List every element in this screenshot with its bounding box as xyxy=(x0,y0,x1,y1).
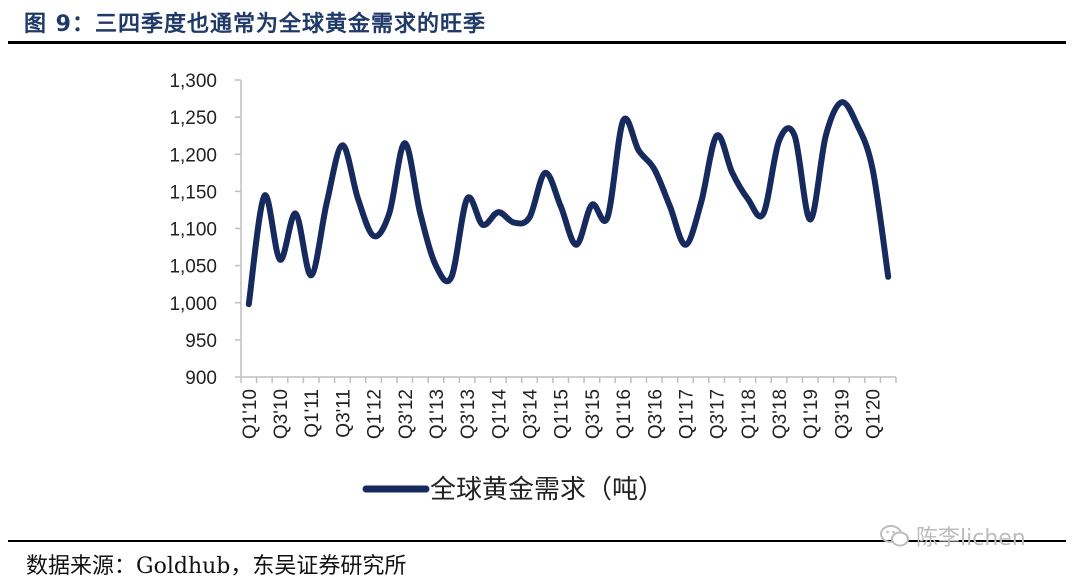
series-line-gold-demand xyxy=(245,99,892,308)
watermark-text: 陈李lichen xyxy=(916,526,1026,551)
y-tick-label: 1,100 xyxy=(169,220,217,241)
y-tick-label: 1,050 xyxy=(169,257,217,278)
legend-label: 全球黄金需求（吨） xyxy=(430,475,664,505)
series-lines xyxy=(245,99,892,308)
x-tick-label: Q3'15 xyxy=(583,389,604,439)
x-tick-label: Q1'14 xyxy=(489,389,510,440)
x-tick-label: Q3'14 xyxy=(521,389,542,440)
x-tick-label: Q1'11 xyxy=(302,389,323,438)
x-tick-label: Q1'10 xyxy=(240,389,261,439)
x-tick-label: Q3'12 xyxy=(396,389,417,439)
chart: 900 950 1,000 1,050 1,100 1,150 1,200 1,250 1,30… xyxy=(169,71,897,505)
x-tick-label: Q3'18 xyxy=(770,389,791,439)
title-rule xyxy=(8,41,1066,44)
x-tick-label: Q1'19 xyxy=(801,389,822,439)
watermark: 陈李lichen xyxy=(880,520,1026,552)
x-tick-label: Q3'19 xyxy=(832,389,853,439)
x-tick-label: Q1'16 xyxy=(614,389,635,439)
wechat-icon xyxy=(880,525,909,547)
x-tick-label: Q1'20 xyxy=(864,389,885,439)
x-tick-label: Q3'11 xyxy=(333,389,354,438)
chart-axes xyxy=(235,79,897,383)
source-rule xyxy=(8,540,1066,542)
y-tick-label: 1,250 xyxy=(169,108,217,129)
x-tick-label: Q1'15 xyxy=(552,389,573,439)
y-tick-label: 900 xyxy=(185,368,217,389)
y-tick-label: 1,200 xyxy=(169,145,217,166)
x-tick-label: Q3'17 xyxy=(708,389,729,439)
x-tick-label: Q3'10 xyxy=(271,389,292,439)
y-tick-label: 1,000 xyxy=(169,294,217,315)
x-tick-label: Q1'13 xyxy=(427,389,448,439)
y-tick-label: 1,150 xyxy=(169,182,217,203)
source-note: 数据来源：Goldhub，东吴证券研究所 xyxy=(26,554,407,579)
y-tick-labels: 900 950 1,000 1,050 1,100 1,150 1,200 1,250 1,30… xyxy=(169,71,217,389)
figure-title: 图 9：三四季度也通常为全球黄金需求的旺季 xyxy=(24,12,486,37)
x-tick-label: Q3'16 xyxy=(645,389,666,439)
x-tick-label: Q1'12 xyxy=(365,389,386,439)
y-tick-label: 950 xyxy=(185,331,217,352)
x-tick-labels: Q1'10 Q3'10 Q1'11 Q3'11 Q1'12 Q3'12 Q1'13 Q3'13… xyxy=(240,389,885,440)
x-tick-label: Q1'18 xyxy=(739,389,760,439)
x-tick-label: Q3'13 xyxy=(458,389,479,439)
x-tick-label: Q1'17 xyxy=(676,389,697,439)
y-tick-label: 1,300 xyxy=(169,71,217,92)
legend: 全球黄金需求（吨） xyxy=(362,475,664,505)
